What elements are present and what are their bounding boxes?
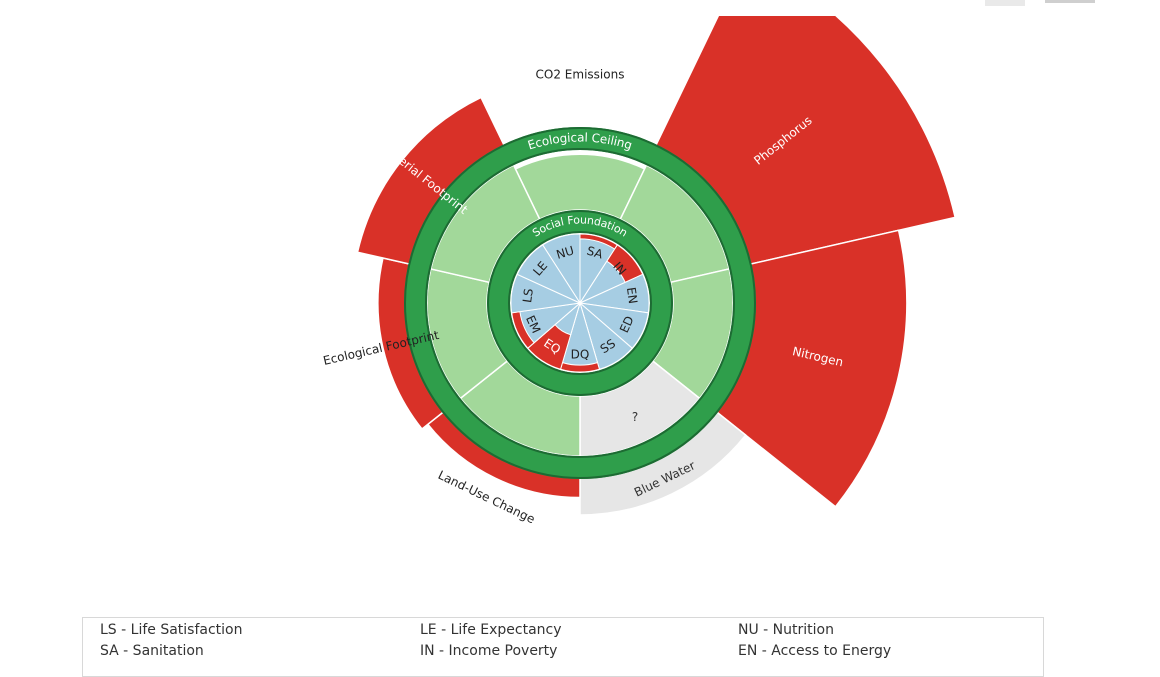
unknown-marker-blue-water: ? — [632, 410, 638, 424]
legend-item-in: IN - Income Poverty — [420, 643, 558, 659]
social-foundation-ring — [487, 210, 673, 396]
social-label-dq: DQ — [571, 348, 590, 362]
social-label-sa: SA — [585, 244, 605, 262]
ecological-ceiling-ring — [404, 127, 756, 479]
legend-item-ls: LS - Life Satisfaction — [100, 622, 243, 638]
center-dot — [578, 301, 582, 305]
ceiling-gap-co2-emissions — [513, 150, 647, 169]
social-foundation-ring-edge — [487, 210, 673, 396]
social-wedge-le[interactable] — [516, 244, 582, 305]
legend-item-sa: SA - Sanitation — [100, 643, 204, 659]
legend-box: LS - Life Satisfaction LE - Life Expecta… — [82, 617, 1044, 677]
legend-item-le: LE - Life Expectancy — [420, 622, 562, 638]
social-label-em: EM — [523, 313, 543, 335]
social-label-ls: LS — [520, 287, 536, 303]
social-foundation-ring-inner-edge — [508, 231, 652, 375]
eco-label-co2-emissions: CO2 Emissions — [536, 68, 625, 82]
ecological-ceiling-ring-edge — [404, 127, 756, 479]
top-corner-decoration — [985, 0, 1095, 6]
social-label-nu: NU — [555, 243, 576, 261]
social-label-en: EN — [624, 286, 640, 304]
social-label-ss: SS — [598, 336, 618, 356]
legend-item-en: EN - Access to Energy — [738, 643, 892, 659]
legend-item-nu: NU - Nutrition — [738, 622, 834, 638]
social-label-ed: ED — [617, 314, 637, 335]
ecological-ceiling-ring-inner-edge — [425, 148, 735, 458]
